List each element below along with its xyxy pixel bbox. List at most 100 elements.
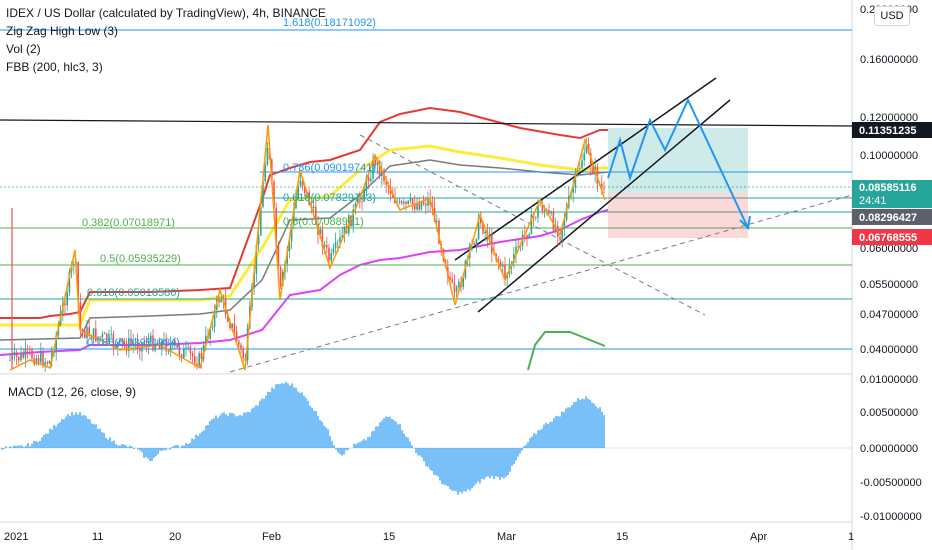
macd-bar	[593, 403, 595, 448]
macd-bar	[231, 412, 233, 448]
candle-body	[400, 201, 403, 204]
candle-body	[484, 231, 486, 234]
candle-body	[455, 286, 458, 292]
candle-body	[539, 205, 541, 206]
macd-bar	[477, 448, 479, 482]
macd-bar	[189, 442, 191, 448]
macd-bar	[103, 432, 105, 448]
macd-bar	[545, 422, 547, 448]
candle-body	[37, 357, 40, 363]
macd-bar	[487, 448, 489, 477]
macd-bar	[337, 448, 339, 453]
macd-bar	[47, 433, 49, 448]
macd-bar	[69, 415, 71, 448]
macd-bar	[95, 424, 97, 448]
price-tick: 0.04000000	[860, 344, 918, 356]
macd-bar	[483, 448, 485, 480]
macd-bar	[425, 448, 427, 467]
candle-body	[15, 352, 18, 357]
macd-bar	[265, 395, 267, 448]
bb-middle-band	[0, 159, 609, 341]
candle-body	[548, 209, 550, 214]
indicator-volume[interactable]: Vol (2)	[6, 42, 41, 56]
macd-bar	[277, 383, 279, 448]
macd-bar	[249, 412, 251, 448]
macd-bar	[579, 399, 581, 448]
candle-body	[48, 361, 51, 364]
macd-bar	[389, 416, 391, 448]
candle-body	[541, 205, 544, 213]
candle-body	[273, 181, 275, 208]
candle-body	[205, 335, 207, 345]
macd-bar	[397, 424, 399, 448]
macd-bar	[259, 400, 261, 448]
candle-body	[169, 345, 172, 352]
candle-body	[361, 201, 363, 203]
candle-body	[381, 170, 383, 177]
macd-bar	[439, 448, 441, 481]
candle-body	[200, 353, 203, 360]
macd-bar	[581, 398, 583, 448]
candle-body	[330, 252, 332, 261]
macd-bar	[441, 448, 443, 485]
macd-bar	[37, 442, 39, 448]
macd-bar	[587, 398, 589, 448]
macd-bar	[175, 445, 177, 448]
macd-bar	[525, 444, 527, 448]
macd-bar	[85, 415, 87, 448]
candle-body	[44, 361, 46, 366]
indicator-fbb[interactable]: FBB (200, hlc3, 3)	[6, 60, 103, 74]
candle-body	[183, 348, 185, 359]
time-label: 15	[616, 531, 628, 543]
candle-body	[367, 177, 370, 182]
macd-bar	[405, 436, 407, 448]
macd-bar	[97, 428, 99, 448]
candle-body	[352, 209, 354, 227]
macd-bar	[131, 446, 133, 448]
macd-bar	[319, 419, 321, 448]
position-loss-zone[interactable]	[608, 193, 748, 238]
candle-body	[29, 349, 31, 351]
macd-bar	[459, 448, 461, 492]
macd-bar	[383, 418, 385, 448]
candle-body	[407, 200, 409, 204]
macd-bar	[197, 435, 199, 448]
candle-body	[229, 321, 231, 329]
candle-body	[579, 167, 581, 169]
macd-bar	[45, 433, 47, 448]
candle-body	[319, 229, 321, 235]
macd-bar	[409, 441, 411, 448]
candle-body	[187, 347, 189, 348]
candle-body	[499, 261, 502, 267]
candle-body	[438, 220, 440, 244]
macd-bar	[343, 448, 345, 455]
macd-bar	[411, 445, 413, 448]
macd-bar	[49, 428, 51, 448]
macd-bar	[209, 420, 211, 448]
macd-bar	[283, 383, 285, 448]
macd-bar	[117, 445, 119, 448]
price-tag-entry	[852, 209, 932, 225]
candle-body	[154, 345, 156, 351]
time-label: 15	[383, 531, 395, 543]
macd-bar	[569, 407, 571, 448]
indicator-zigzag[interactable]: Zig Zag High Low (3)	[6, 24, 119, 38]
macd-bar	[19, 445, 21, 448]
candle-body	[110, 333, 112, 335]
currency-button[interactable]: USD	[874, 6, 910, 26]
candle-body	[420, 202, 423, 210]
candle-body	[574, 172, 577, 188]
price-tag-resistance	[852, 122, 932, 138]
macd-bar	[65, 416, 67, 448]
price-tag-last-label: 0.08585116	[859, 182, 917, 194]
candle-body	[350, 215, 352, 227]
candle-body	[561, 227, 563, 239]
macd-bar	[365, 440, 367, 448]
macd-bar	[191, 438, 193, 448]
macd-bar	[485, 448, 487, 478]
macd-bar	[229, 412, 231, 448]
macd-bar	[523, 446, 525, 448]
candle-body	[405, 201, 407, 204]
macd-bar	[515, 448, 517, 461]
